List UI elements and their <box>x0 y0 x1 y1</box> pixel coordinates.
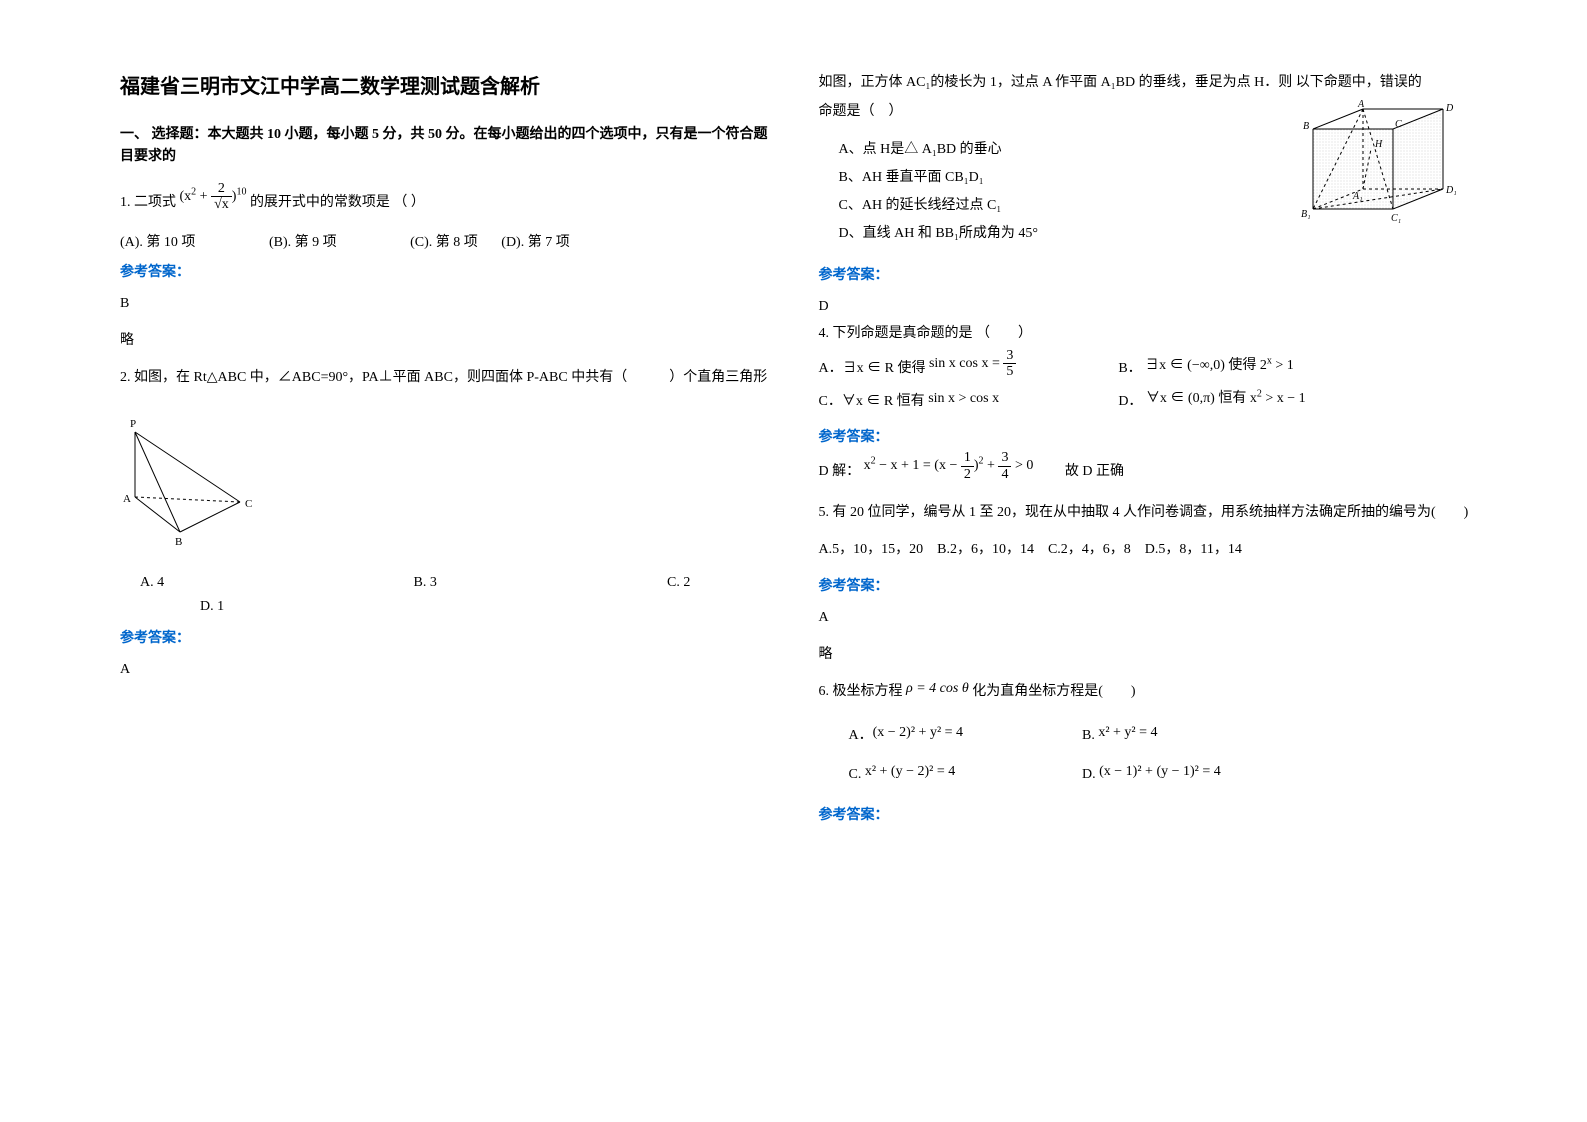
q6-row2: C. x² + (y − 2)² = 4 D. (x − 1)² + (y − … <box>849 755 1478 794</box>
q5-note: 略 <box>819 642 1478 667</box>
q1-options: (A). 第 10 项 (B). 第 9 项 (C). 第 8 项 (D). 第… <box>120 231 779 251</box>
question-6: 6. 极坐标方程 ρ = 4 cos θ 化为直角坐标方程是( ) <box>819 679 1478 704</box>
q1-optD: (D). 第 7 项 <box>501 231 569 251</box>
q4-optB: B． ∃x ∈ (−∞,0) 使得 2x > 1 <box>1118 357 1414 377</box>
q2-optA: A. 4 <box>140 575 340 591</box>
svg-text:D: D <box>1445 103 1454 114</box>
q3-block: A D B C A₁ B₁ C₁ D₁ H 3. 命题是（ ） A、点 H是△ … <box>819 99 1478 254</box>
q1-optB: (B). 第 9 项 <box>269 231 337 251</box>
q4-sol-expr: x2 − x + 1 = (x − 12)2 + 34 > 0 <box>864 458 1037 473</box>
left-column: 福建省三明市文江中学高二数学理测试题含解析 一、 选择题：本大题共 10 小题，… <box>100 70 799 1082</box>
q6-optD: D. (x − 1)² + (y − 1)² = 4 <box>1082 764 1221 782</box>
q1-optA: (A). 第 10 项 <box>120 231 195 251</box>
q4-optC: C．∀x ∈ R 恒有 sin x > cos x <box>819 390 1115 410</box>
q2-diagram: P A B C <box>120 417 280 547</box>
q4-answer-label: 参考答案： <box>819 426 1478 446</box>
q1-expr: (x2 + 2√x)10 <box>180 181 247 213</box>
q6-optA: A．(x − 2)² + y² = 4 <box>849 716 1079 755</box>
svg-text:C: C <box>1395 119 1402 130</box>
q1-note: 略 <box>120 328 779 353</box>
q4-solution: D 解： x2 − x + 1 = (x − 12)2 + 34 > 0 故 D… <box>819 456 1478 488</box>
q6-answer-label: 参考答案： <box>819 804 1478 824</box>
q6-row1: A．(x − 2)² + y² = 4 B. x² + y² = 4 <box>849 716 1478 755</box>
doc-title: 福建省三明市文江中学高二数学理测试题含解析 <box>120 70 779 99</box>
q2-answer-label: 参考答案： <box>120 627 779 647</box>
q2-label-C: C <box>245 498 252 510</box>
svg-text:B: B <box>1303 121 1309 132</box>
q1-answer: B <box>120 291 779 316</box>
q3-answer-label: 参考答案： <box>819 264 1478 284</box>
q2-label-B: B <box>175 536 182 547</box>
svg-text:C₁: C₁ <box>1391 213 1401 224</box>
question-2: 2. 如图，在 Rt△ABC 中，∠ABC=90°，PA⊥平面 ABC，则四面体… <box>120 365 779 390</box>
svg-text:D₁: D₁ <box>1445 185 1457 196</box>
q3-answer: D <box>819 294 1478 319</box>
q3-cube-wrap: A D B C A₁ B₁ C₁ D₁ H 3. <box>1283 99 1477 254</box>
q6-options: A．(x − 2)² + y² = 4 B. x² + y² = 4 C. x²… <box>849 716 1478 794</box>
q5-options: A.5，10，15，20 B.2，6，10，14 C.2，4，6，8 D.5，8… <box>819 537 1478 562</box>
svg-text:A: A <box>1357 99 1365 110</box>
q5-answer-label: 参考答案： <box>819 575 1478 595</box>
svg-text:H: H <box>1374 139 1383 150</box>
q1-suffix: 的展开式中的常数项是 （ ） <box>250 195 425 210</box>
q2-options: A. 4 B. 3 C. 2 <box>140 575 779 591</box>
q1-plus: + <box>196 189 211 204</box>
q1-prefix: 1. 二项式 <box>120 195 176 210</box>
q2-answer: A <box>120 657 779 682</box>
q1-answer-label: 参考答案： <box>120 261 779 281</box>
q2-optB: B. 3 <box>414 575 594 591</box>
q3-line1: 如图，正方体 AC₁的棱长为 1，过点 A 作平面 A₁BD 的垂线，垂足为点 … <box>819 70 1478 95</box>
q2-optD: D. 1 <box>200 599 779 615</box>
q2-label-P: P <box>130 418 136 430</box>
q4-optA: A．∃x ∈ R 使得 sin x cos x = 35 <box>819 353 1115 385</box>
q4-optD: D． ∀x ∈ (0,π) 恒有 x2 > x − 1 <box>1118 390 1414 410</box>
q1-frac-den: √x <box>211 197 232 212</box>
q1-frac-num: 2 <box>211 181 232 197</box>
q2-label-A: A <box>123 493 131 505</box>
question-5: 5. 有 20 位同学，编号从 1 至 20，现在从中抽取 4 人作问卷调查，用… <box>819 500 1478 525</box>
question-1: 1. 二项式 (x2 + 2√x)10 的展开式中的常数项是 （ ） <box>120 187 779 219</box>
q1-exp2: 10 <box>236 186 246 197</box>
question-4: 4. 下列命题是真命题的是 （ ） <box>819 321 1478 346</box>
q1-optC: (C). 第 8 项 <box>410 231 478 251</box>
svg-text:B₁: B₁ <box>1301 209 1311 220</box>
q4-options: A．∃x ∈ R 使得 sin x cos x = 35 B． ∃x ∈ (−∞… <box>819 353 1478 417</box>
q6-optB: B. x² + y² = 4 <box>1082 725 1158 743</box>
right-column: 如图，正方体 AC₁的棱长为 1，过点 A 作平面 A₁BD 的垂线，垂足为点 … <box>799 70 1498 1082</box>
svg-text:A₁: A₁ <box>1352 191 1363 202</box>
q6-optC: C. x² + (y − 2)² = 4 <box>849 755 1079 794</box>
q2-optC: C. 2 <box>667 575 690 591</box>
q3-cube-diagram: A D B C A₁ B₁ C₁ D₁ H <box>1283 99 1463 249</box>
q1-lparen: (x <box>180 189 192 204</box>
q1-frac: 2√x <box>211 181 232 213</box>
section1-header: 一、 选择题：本大题共 10 小题，每小题 5 分，共 50 分。在每小题给出的… <box>120 124 779 169</box>
q5-answer: A <box>819 605 1478 630</box>
